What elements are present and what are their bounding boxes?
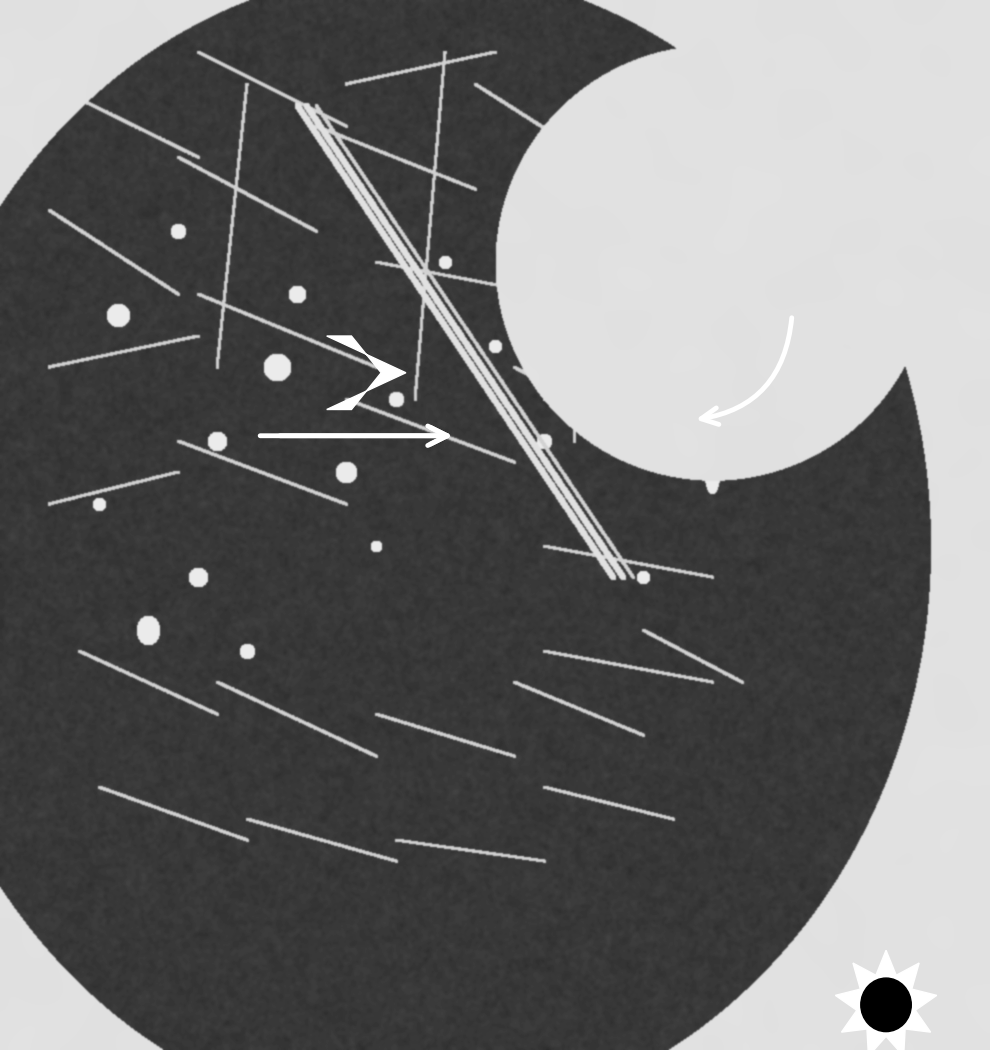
- Circle shape: [861, 979, 912, 1031]
- Polygon shape: [836, 950, 937, 1050]
- Polygon shape: [327, 336, 406, 410]
